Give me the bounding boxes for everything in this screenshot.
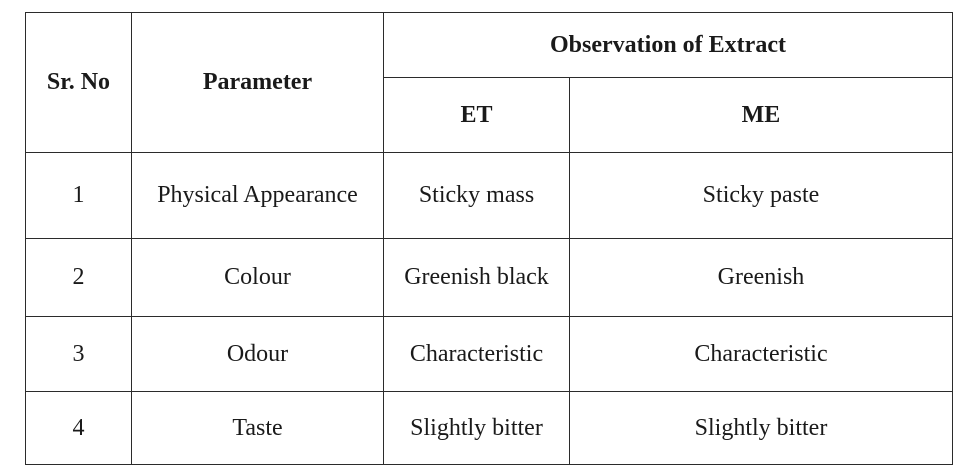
cell-me: Sticky paste: [569, 152, 953, 239]
cell-et: Slightly bitter: [383, 391, 570, 465]
header-sr-no: Sr. No: [25, 12, 132, 153]
cell-me: Slightly bitter: [569, 391, 953, 465]
cell-sr-no: 2: [25, 238, 132, 317]
header-row-sub: ET ME: [26, 77, 953, 153]
header-parameter: Parameter: [131, 12, 384, 153]
cell-parameter: Odour: [131, 316, 384, 392]
header-et: ET: [383, 77, 570, 153]
table-row: 1 Physical Appearance Sticky mass Sticky…: [25, 152, 953, 239]
cell-et: Characteristic: [383, 316, 570, 392]
cell-parameter: Colour: [131, 238, 384, 317]
observation-table: Sr. No Parameter Observation of Extract …: [25, 12, 953, 465]
cell-parameter: Taste: [131, 391, 384, 465]
cell-sr-no: 4: [25, 391, 132, 465]
cell-me: Greenish: [569, 238, 953, 317]
table-row: 4 Taste Slightly bitter Slightly bitter: [25, 391, 953, 465]
table-row: 2 Colour Greenish black Greenish: [25, 238, 953, 317]
cell-me: Characteristic: [569, 316, 953, 392]
header-observation-group: Observation of Extract: [383, 12, 953, 78]
header-me: ME: [569, 77, 953, 153]
header-row-top: Sr. No Parameter Observation of Extract: [25, 12, 953, 153]
cell-et: Sticky mass: [383, 152, 570, 239]
table-row: 3 Odour Characteristic Characteristic: [25, 316, 953, 392]
cell-sr-no: 3: [25, 316, 132, 392]
cell-sr-no: 1: [25, 152, 132, 239]
cell-parameter: Physical Appearance: [131, 152, 384, 239]
cell-et: Greenish black: [383, 238, 570, 317]
